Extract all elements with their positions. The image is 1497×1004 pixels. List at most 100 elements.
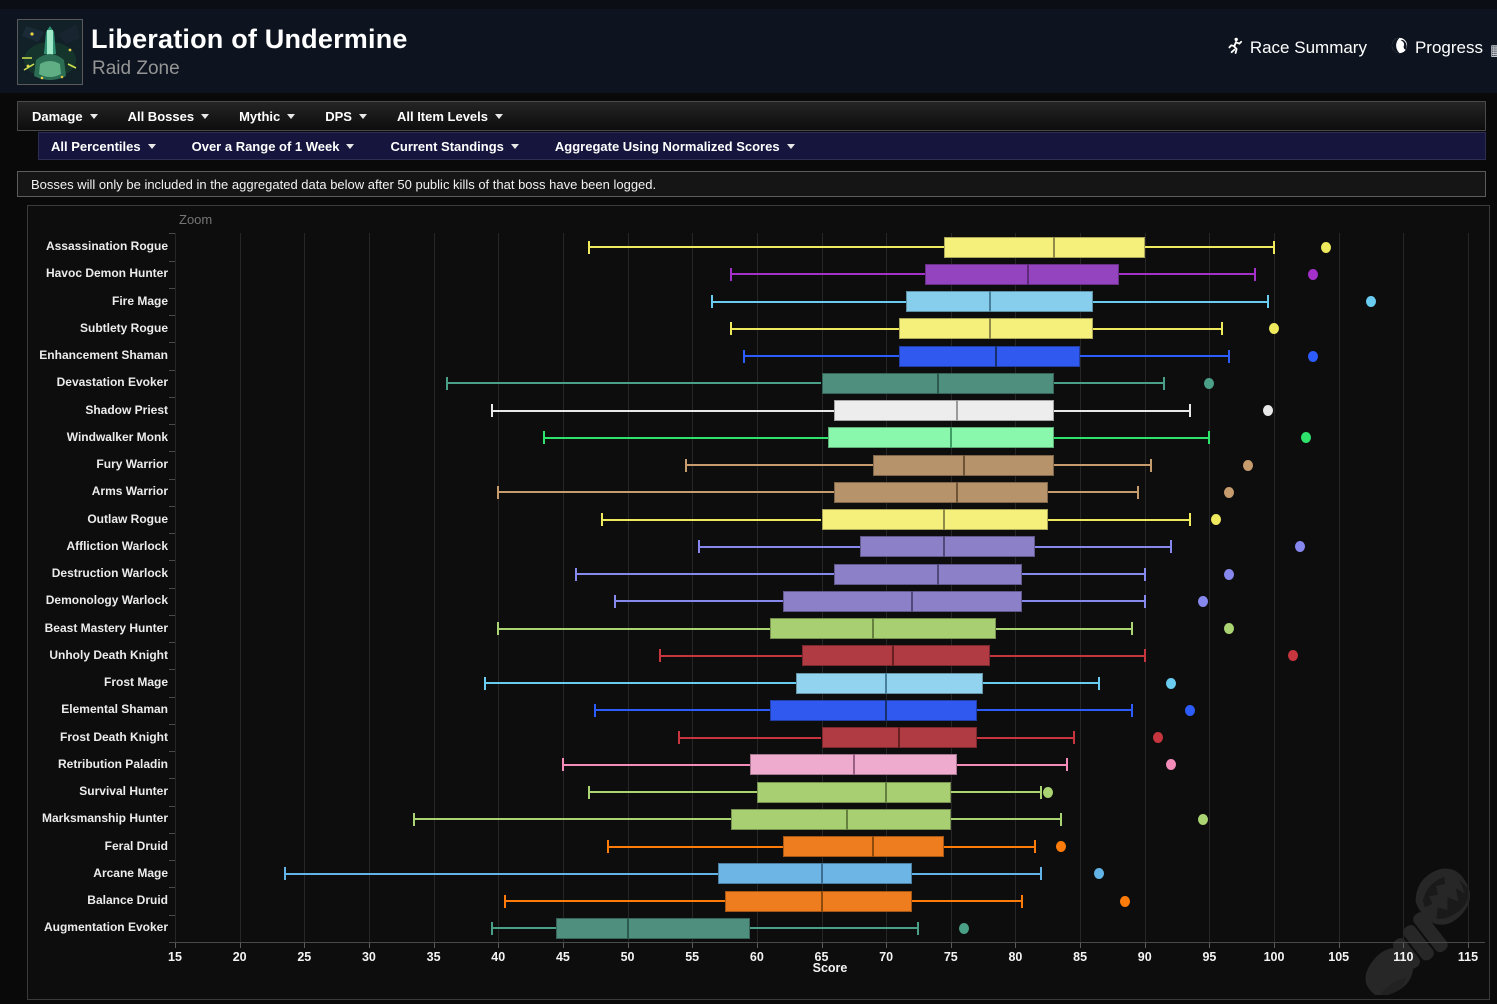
outlier-dot-enhancement-shaman[interactable]: [1307, 350, 1318, 362]
category-label-frost-death-knight[interactable]: Frost Death Knight: [60, 729, 168, 744]
whisker-low-retribution-paladin: [562, 763, 751, 766]
outlier-dot-unholy-death-knight[interactable]: [1288, 650, 1299, 662]
y-axis-tick: [169, 396, 175, 398]
outlier-dot-devastation-evoker[interactable]: [1204, 377, 1215, 389]
outlier-dot-retribution-paladin[interactable]: [1165, 759, 1176, 771]
box-frost-mage[interactable]: [795, 672, 984, 694]
outlier-dot-affliction-warlock[interactable]: [1294, 541, 1305, 553]
outlier-dot-fire-mage[interactable]: [1366, 296, 1377, 307]
filter-percentiles[interactable]: All Percentiles: [51, 139, 156, 154]
filter-all-bosses[interactable]: All Bosses: [128, 109, 210, 124]
category-label-survival-hunter[interactable]: Survival Hunter: [79, 784, 168, 798]
box-augmentation-evoker[interactable]: [556, 917, 751, 939]
filter-metric[interactable]: DPS: [325, 109, 367, 124]
box-demonology-warlock[interactable]: [782, 590, 1022, 612]
filter-item-levels[interactable]: All Item Levels: [397, 109, 504, 124]
category-label-retribution-paladin[interactable]: Retribution Paladin: [57, 756, 168, 771]
filter-standings[interactable]: Current Standings: [390, 139, 519, 154]
box-balance-druid[interactable]: [724, 890, 912, 912]
gridline-45: [562, 233, 564, 942]
box-elemental-shaman[interactable]: [769, 699, 977, 721]
box-feral-druid[interactable]: [782, 836, 945, 857]
progress-link[interactable]: Progress: [1391, 37, 1483, 59]
filter-time-range[interactable]: Over a Range of 1 Week: [192, 139, 355, 154]
outlier-dot-windwalker-monk[interactable]: [1301, 432, 1312, 444]
x-tick-85: [1080, 943, 1082, 948]
clipped-edge-icon[interactable]: ▦: [1490, 41, 1497, 57]
chevron-down-icon: [358, 113, 367, 119]
box-marksmanship-hunter[interactable]: [730, 808, 951, 830]
category-label-enhancement-shaman[interactable]: Enhancement Shaman: [39, 348, 168, 362]
category-label-feral-druid[interactable]: Feral Druid: [104, 838, 168, 853]
category-label-fire-mage[interactable]: Fire Mage: [111, 293, 168, 308]
category-label-arcane-mage[interactable]: Arcane Mage: [93, 865, 168, 880]
outlier-dot-arcane-mage[interactable]: [1094, 868, 1105, 880]
outlier-dot-feral-druid[interactable]: [1055, 841, 1066, 852]
box-arms-warrior[interactable]: [834, 481, 1048, 503]
box-affliction-warlock[interactable]: [860, 536, 1035, 558]
outlier-dot-demonology-warlock[interactable]: [1197, 595, 1208, 607]
whisker-high-outlaw-rogue: [1047, 518, 1190, 521]
category-label-assassination-rogue[interactable]: Assassination Rogue: [45, 239, 168, 253]
box-destruction-warlock[interactable]: [834, 563, 1022, 585]
outlier-dot-arms-warrior[interactable]: [1223, 486, 1234, 498]
outlier-dot-outlaw-rogue[interactable]: [1210, 514, 1221, 525]
race-summary-link[interactable]: Race Summary: [1228, 37, 1367, 59]
outlier-dot-augmentation-evoker[interactable]: [958, 922, 969, 934]
outlier-dot-destruction-warlock[interactable]: [1223, 568, 1234, 580]
box-survival-hunter[interactable]: [756, 781, 951, 803]
category-label-unholy-death-knight[interactable]: Unholy Death Knight: [49, 647, 168, 662]
outlier-dot-elemental-shaman[interactable]: [1185, 704, 1195, 716]
category-label-devastation-evoker[interactable]: Devastation Evoker: [56, 375, 168, 390]
filter-damage[interactable]: Damage: [32, 109, 98, 124]
category-label-beast-mastery-hunter[interactable]: Beast Mastery Hunter: [44, 620, 168, 635]
filter-aggregation[interactable]: Aggregate Using Normalized Scores: [555, 139, 795, 154]
category-label-affliction-warlock[interactable]: Affliction Warlock: [66, 538, 168, 553]
category-label-outlaw-rogue[interactable]: Outlaw Rogue: [87, 511, 168, 526]
box-windwalker-monk[interactable]: [827, 427, 1055, 449]
box-assassination-rogue[interactable]: [944, 236, 1145, 258]
outlier-dot-beast-mastery-hunter[interactable]: [1223, 623, 1234, 634]
outlier-dot-havoc-demon-hunter[interactable]: [1307, 268, 1318, 280]
category-label-shadow-priest[interactable]: Shadow Priest: [85, 402, 168, 417]
box-beast-mastery-hunter[interactable]: [769, 618, 997, 639]
outlier-dot-subtlety-rogue[interactable]: [1269, 323, 1280, 335]
outlier-dot-fury-warrior[interactable]: [1243, 459, 1254, 471]
outlier-dot-marksmanship-hunter[interactable]: [1197, 813, 1208, 825]
category-label-destruction-warlock[interactable]: Destruction Warlock: [51, 566, 168, 580]
category-label-demonology-warlock[interactable]: Demonology Warlock: [45, 593, 168, 608]
outlier-dot-frost-mage[interactable]: [1165, 677, 1176, 689]
whisker-low-beast-mastery-hunter: [498, 627, 770, 630]
category-label-windwalker-monk[interactable]: Windwalker Monk: [66, 429, 168, 444]
category-label-havoc-demon-hunter[interactable]: Havoc Demon Hunter: [45, 266, 168, 281]
category-label-balance-druid[interactable]: Balance Druid: [87, 893, 168, 907]
box-enhancement-shaman[interactable]: [899, 345, 1081, 367]
box-outlaw-rogue[interactable]: [821, 509, 1048, 530]
filter-difficulty[interactable]: Mythic: [239, 109, 296, 124]
category-label-augmentation-evoker[interactable]: Augmentation Evoker: [43, 920, 168, 935]
outlier-dot-frost-death-knight[interactable]: [1152, 732, 1163, 743]
gridline-50: [627, 233, 629, 942]
zoom-label[interactable]: Zoom: [179, 212, 213, 227]
box-subtlety-rogue[interactable]: [899, 318, 1094, 340]
raid-zone-logo[interactable]: [17, 19, 83, 85]
whisker-cap-min-destruction-warlock: [574, 567, 577, 581]
gridline-105: [1338, 233, 1340, 942]
category-label-frost-mage[interactable]: Frost Mage: [103, 675, 168, 689]
box-fire-mage[interactable]: [905, 291, 1094, 312]
box-unholy-death-knight[interactable]: [802, 645, 990, 667]
box-arcane-mage[interactable]: [718, 863, 912, 885]
boxplot-plot-area[interactable]: Zoom Score 15 20 25 30 35 40 45 50 55 60 65 70 75 80 8…: [28, 206, 1489, 999]
outlier-dot-assassination-rogue[interactable]: [1320, 241, 1331, 253]
outlier-dot-balance-druid[interactable]: [1120, 895, 1131, 907]
outlier-dot-shadow-priest[interactable]: [1262, 405, 1273, 416]
category-label-marksmanship-hunter[interactable]: Marksmanship Hunter: [41, 811, 168, 826]
outlier-dot-survival-hunter[interactable]: [1042, 786, 1053, 798]
box-havoc-demon-hunter[interactable]: [924, 263, 1119, 285]
box-shadow-priest[interactable]: [834, 400, 1055, 421]
category-label-fury-warrior[interactable]: Fury Warrior: [96, 457, 168, 471]
category-label-elemental-shaman[interactable]: Elemental Shaman: [61, 702, 168, 717]
category-label-subtlety-rogue[interactable]: Subtlety Rogue: [79, 320, 168, 335]
x-tick-label: 75: [943, 950, 958, 964]
category-label-arms-warrior[interactable]: Arms Warrior: [91, 484, 168, 499]
